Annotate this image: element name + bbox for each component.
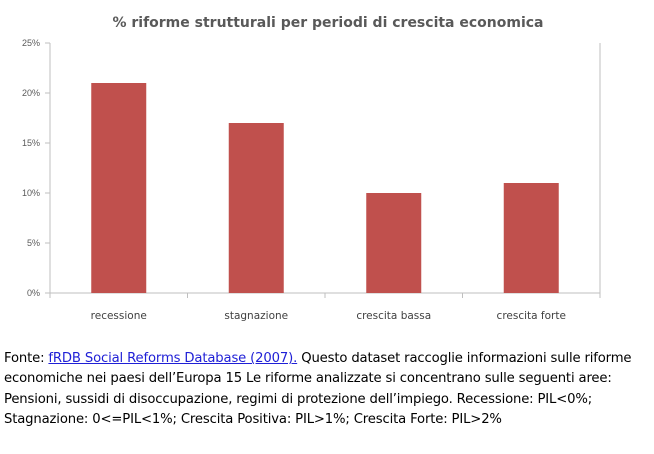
bar-chart: % riforme strutturali per periodi di cre…: [22, 15, 601, 322]
caption-prefix: Fonte:: [4, 351, 49, 366]
chart-area: % riforme strutturali per periodi di cre…: [22, 15, 601, 322]
y-tick-label: 10%: [22, 188, 40, 198]
y-tick-label: 15%: [22, 138, 40, 148]
x-category-label: crescita forte: [497, 310, 566, 322]
source-link[interactable]: fRDB Social Reforms Database (2007).: [48, 351, 298, 366]
caption-text: Questo dataset raccoglie informazioni su…: [4, 351, 632, 428]
y-tick-label: 25%: [22, 38, 40, 48]
x-axis-categories: recessione stagnazione crescita bassa cresc…: [91, 310, 566, 322]
x-category-label: stagnazione: [224, 310, 288, 322]
source-caption: Fonte: fRDB Social Reforms Database (200…: [4, 349, 652, 431]
bar-crescita-forte: [503, 183, 559, 293]
bar-recessione: [91, 83, 147, 293]
x-category-label: crescita bassa: [356, 310, 431, 322]
y-tick-label: 20%: [22, 88, 40, 98]
y-tick-label: 5%: [27, 238, 40, 248]
bar-crescita-bassa: [366, 193, 422, 293]
y-tick-label: 0%: [27, 288, 40, 298]
bar-stagnazione: [228, 123, 284, 293]
chart-title: % riforme strutturali per periodi di cre…: [112, 15, 543, 31]
y-axis-ticks: 0% 5% 10% 15% 20% 25%: [22, 38, 50, 298]
chart-bars: [91, 83, 559, 293]
x-category-label: recessione: [91, 310, 147, 322]
